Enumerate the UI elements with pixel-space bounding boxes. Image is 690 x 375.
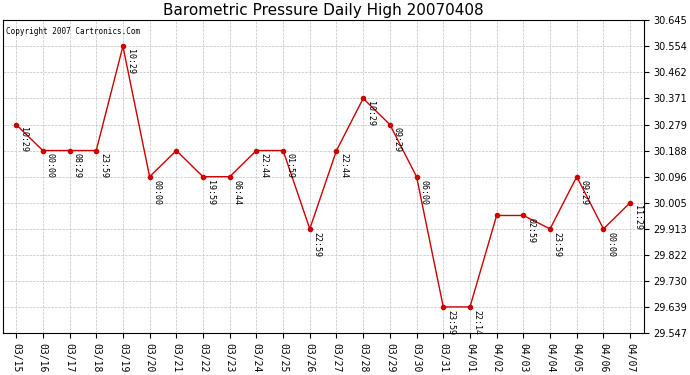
Text: 19:59: 19:59 (206, 180, 215, 204)
Text: 00:00: 00:00 (46, 153, 55, 178)
Text: Copyright 2007 Cartronics.Com: Copyright 2007 Cartronics.Com (6, 27, 140, 36)
Text: 10:29: 10:29 (19, 128, 28, 152)
Text: 00:00: 00:00 (607, 232, 615, 256)
Text: 10:29: 10:29 (126, 49, 135, 74)
Text: 09:29: 09:29 (393, 128, 402, 152)
Text: 06:00: 06:00 (420, 180, 428, 204)
Text: 22:59: 22:59 (313, 232, 322, 256)
Text: 08:29: 08:29 (72, 153, 81, 178)
Text: 22:44: 22:44 (339, 153, 348, 178)
Text: 23:59: 23:59 (553, 232, 562, 256)
Text: 10:29: 10:29 (366, 101, 375, 126)
Text: 22:14: 22:14 (473, 310, 482, 335)
Text: 00:00: 00:00 (152, 180, 161, 204)
Text: 23:59: 23:59 (99, 153, 108, 178)
Text: 09:29: 09:29 (580, 180, 589, 204)
Text: 01:59: 01:59 (286, 153, 295, 178)
Text: 06:44: 06:44 (233, 180, 241, 204)
Text: 11:29: 11:29 (633, 206, 642, 230)
Text: 22:44: 22:44 (259, 153, 268, 178)
Title: Barometric Pressure Daily High 20070408: Barometric Pressure Daily High 20070408 (163, 3, 484, 18)
Text: 23:59: 23:59 (446, 310, 455, 335)
Text: 02:59: 02:59 (526, 218, 535, 243)
